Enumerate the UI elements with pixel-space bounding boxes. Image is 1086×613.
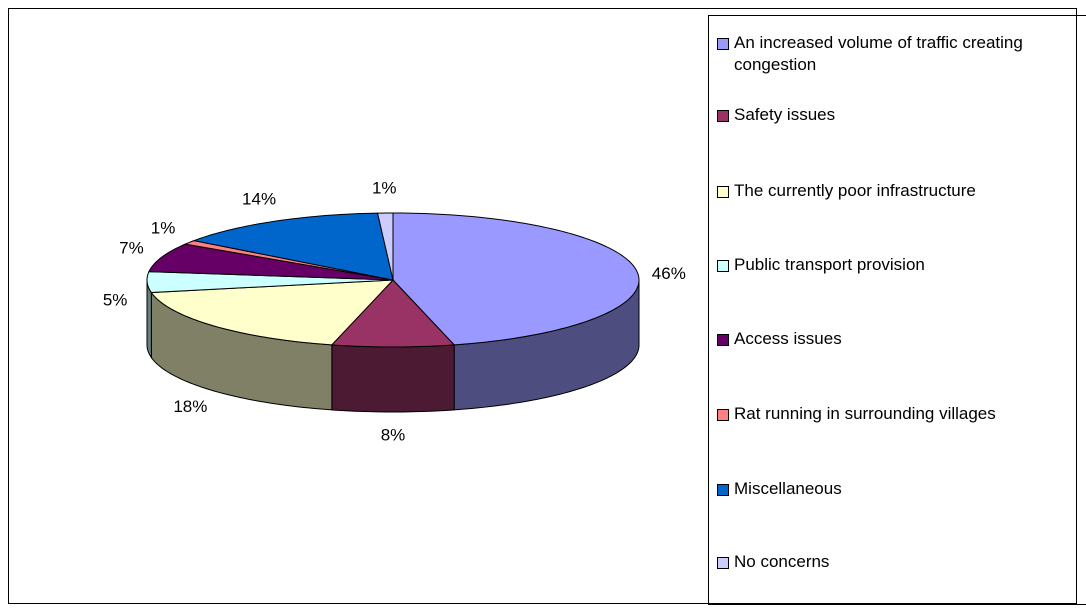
legend-item: An increased volume of traffic creating … (717, 32, 1027, 76)
pie-slice (148, 243, 394, 281)
data-label: 1% (151, 218, 176, 237)
data-label: 5% (103, 290, 128, 309)
legend-item: Rat running in surrounding villages (717, 403, 996, 425)
legend-item: Miscellaneous (717, 478, 842, 500)
data-label: 8% (381, 425, 406, 444)
legend-item: Public transport provision (717, 254, 925, 276)
legend-item: Safety issues (717, 104, 835, 126)
legend-item: No concerns (717, 551, 829, 573)
legend-swatch (717, 484, 729, 496)
legend-label: Public transport provision (734, 255, 925, 274)
legend-swatch (717, 334, 729, 346)
pie-slice (392, 212, 640, 346)
data-label: 18% (173, 397, 207, 416)
data-label: 14% (242, 190, 276, 209)
legend-swatch (717, 38, 729, 50)
legend-swatch (717, 186, 729, 198)
legend: An increased volume of traffic creating … (708, 15, 1086, 605)
pie-slice (376, 212, 394, 281)
pie-slice (150, 279, 395, 346)
legend-label: Safety issues (734, 105, 836, 124)
legend-swatch (717, 409, 729, 421)
chart: 46% 8% 18% 5% 7% 1% 14% 1% (103, 179, 686, 445)
pie-slice (192, 212, 394, 281)
chart-frame (8, 8, 1077, 604)
pie-slice (146, 271, 394, 294)
legend-item: Access issues (717, 328, 842, 350)
legend-label: No concerns (734, 552, 830, 571)
legend-label: Miscellaneous (734, 479, 842, 498)
legend-swatch (717, 110, 729, 122)
legend-label: An increased volume of traffic creating … (734, 33, 1023, 74)
legend-label: Access issues (734, 329, 842, 348)
data-label: 46% (652, 264, 686, 283)
legend-label: Rat running in surrounding villages (734, 404, 996, 423)
pie-slice (330, 279, 456, 348)
legend-item: The currently poor infrastructure (717, 180, 976, 202)
pie-side (331, 344, 455, 413)
data-label: 1% (372, 179, 397, 198)
legend-label: The currently poor infrastructure (734, 181, 976, 200)
legend-swatch (717, 260, 729, 272)
data-label: 7% (119, 239, 144, 258)
legend-swatch (717, 557, 729, 569)
